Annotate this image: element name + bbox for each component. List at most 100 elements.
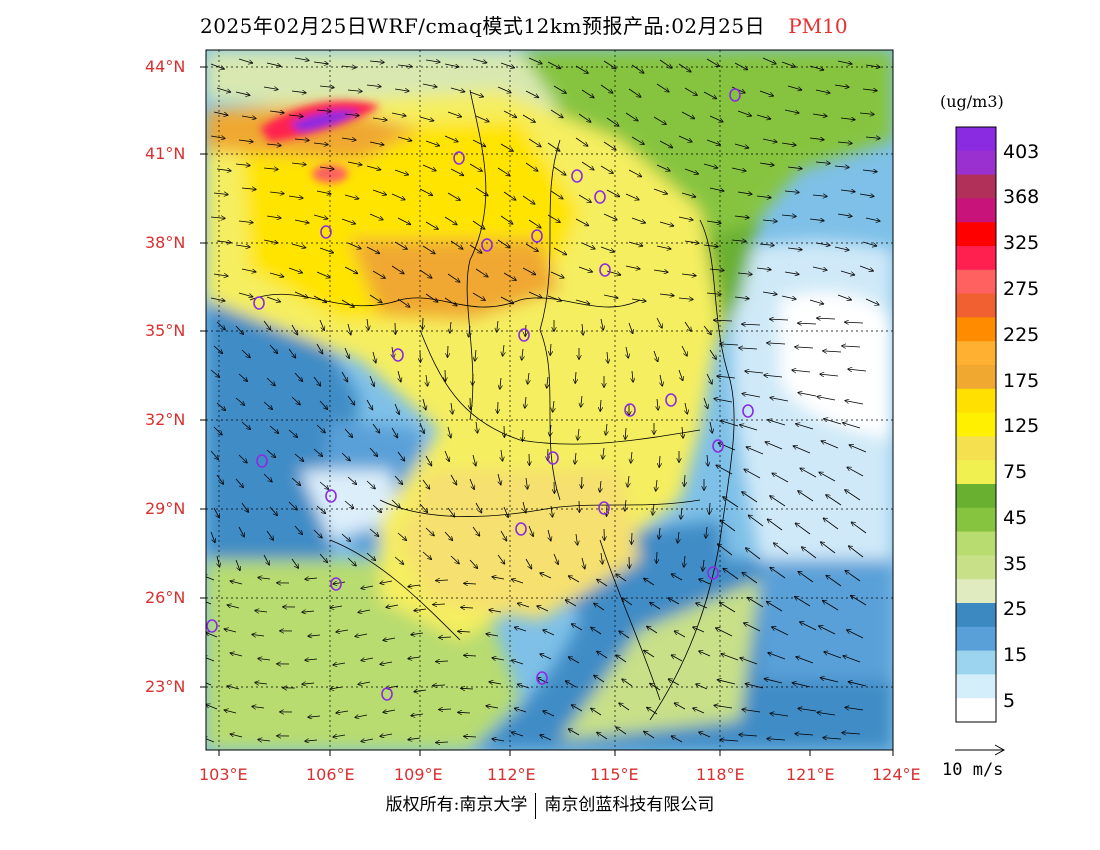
wind-vector <box>372 423 380 433</box>
wind-vector <box>252 635 265 637</box>
wind-vector <box>372 270 385 278</box>
wind-vector <box>553 247 566 255</box>
wind-vector <box>294 291 308 298</box>
wind-vector <box>800 468 817 478</box>
wind-vector <box>475 349 476 361</box>
wind-vector <box>625 193 639 200</box>
wind-vector <box>849 682 867 687</box>
wind-vector <box>812 195 827 196</box>
wind-vector <box>210 297 225 301</box>
wind-vector <box>372 118 387 120</box>
wind-vector <box>681 274 696 276</box>
wind-vector <box>703 559 704 571</box>
wind-vector <box>475 187 488 196</box>
wind-vector <box>656 317 662 328</box>
wind-vector <box>607 351 608 363</box>
wind-vector <box>582 323 583 335</box>
wind-vector <box>653 270 668 272</box>
wind-vector <box>472 526 480 536</box>
legend-frame <box>955 126 997 723</box>
wind-vector <box>703 91 716 99</box>
wind-vector <box>425 455 432 466</box>
legend-swatch <box>956 674 996 699</box>
wind-vector <box>647 708 658 715</box>
wind-vector <box>319 400 327 409</box>
wind-vector <box>685 402 687 414</box>
wind-vector <box>824 652 842 659</box>
wind-vector <box>444 216 457 225</box>
wind-vector <box>709 349 716 359</box>
wind-vector <box>433 685 446 686</box>
city-marker <box>599 263 611 277</box>
wind-vector <box>316 424 325 433</box>
wind-vector <box>319 86 334 88</box>
wind-vector <box>842 733 861 734</box>
lat-label-23: 23°N <box>145 677 186 696</box>
wind-vector <box>475 115 489 122</box>
wind-vector <box>547 214 560 222</box>
wind-vector <box>631 64 644 73</box>
legend-swatch <box>956 365 996 390</box>
wind-vector <box>812 266 827 270</box>
legend-colorbar <box>956 127 996 723</box>
lat-label-26: 26°N <box>145 588 186 607</box>
wind-vector <box>469 163 482 171</box>
wind-vector <box>710 421 712 433</box>
wind-vector <box>461 688 474 689</box>
wind-vector <box>619 703 630 711</box>
wind-vector <box>821 678 839 683</box>
wind-vector <box>266 530 273 540</box>
wind-vector <box>809 65 824 70</box>
wind-vector <box>469 325 470 337</box>
wind-vector <box>528 138 541 147</box>
wind-vector <box>383 710 396 712</box>
wind-vector <box>500 530 507 541</box>
wind-vector <box>851 596 867 606</box>
wind-vector <box>263 554 269 565</box>
wind-vector <box>756 196 771 198</box>
wind-vector <box>582 557 585 569</box>
wind-vector <box>548 529 551 541</box>
wind-vector <box>840 190 855 192</box>
wind-vector <box>372 189 386 195</box>
wind-vector <box>313 529 322 538</box>
city-marker <box>742 404 754 418</box>
wind-vector <box>796 523 811 535</box>
wind-vector <box>448 426 451 438</box>
wind-vector <box>746 684 764 689</box>
wind-vector <box>238 221 253 223</box>
wind-vector <box>770 319 789 320</box>
wind-vector <box>258 578 271 580</box>
legend-swatch <box>956 174 996 199</box>
wind-vector <box>291 163 306 165</box>
wind-vector <box>707 454 708 466</box>
wind-vector <box>597 579 608 587</box>
wind-vector <box>699 651 711 657</box>
wind-vector <box>581 89 594 98</box>
wind-vector <box>837 60 852 64</box>
wind-vector <box>476 421 478 433</box>
wind-vector <box>862 241 876 246</box>
wind-vector <box>632 370 633 382</box>
wind-vector <box>336 711 349 713</box>
wind-vector <box>469 478 474 489</box>
wind-vector <box>525 90 538 97</box>
wind-vector <box>341 66 356 68</box>
wind-vector <box>859 265 873 271</box>
wind-vector <box>721 520 736 532</box>
wind-vector <box>355 715 368 717</box>
wind-vector <box>834 166 849 167</box>
wind-vector <box>369 294 382 303</box>
wind-vector <box>450 321 451 333</box>
wind-vector <box>575 65 588 73</box>
wind-vector <box>450 87 465 92</box>
wind-vector <box>422 245 435 254</box>
wind-vector <box>525 324 526 336</box>
copyright-divider <box>535 792 537 819</box>
wind-vector <box>238 373 247 381</box>
wind-vector <box>787 248 802 250</box>
legend-swatch <box>956 293 996 318</box>
wind-vector <box>263 168 278 169</box>
wind-vector <box>653 350 658 361</box>
city-marker <box>729 88 741 102</box>
